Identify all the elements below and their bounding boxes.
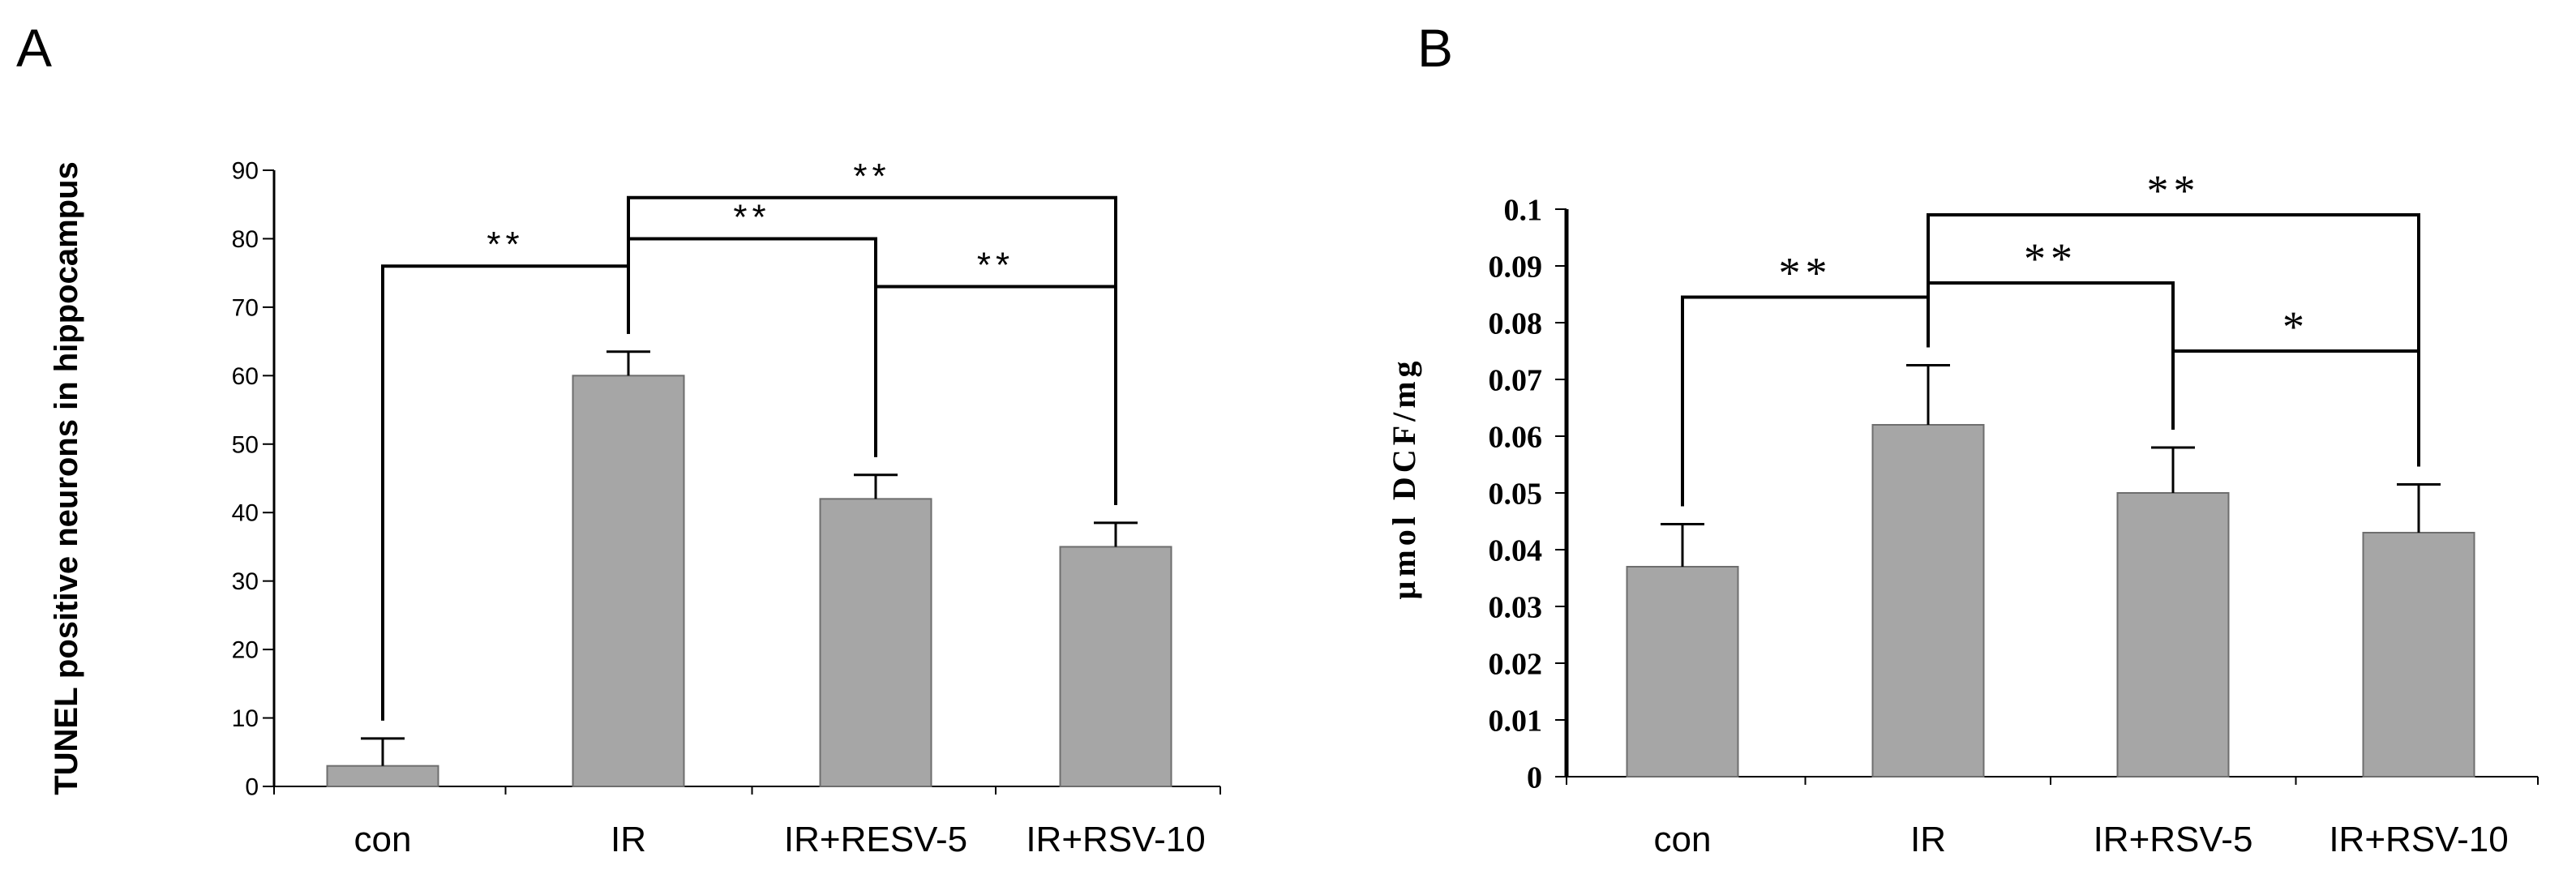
category-label: IR+RESV-5 (784, 820, 967, 859)
y-tick-label: 90 (232, 158, 259, 185)
category-label: con (354, 820, 412, 859)
significance-bracket (1927, 213, 2420, 467)
category-label: IR (611, 820, 646, 859)
category-label: IR (1910, 820, 1946, 859)
y-tick-label: 30 (232, 568, 259, 595)
y-tick-label: 0.01 (1489, 704, 1543, 738)
y-tick-label: 0.09 (1489, 250, 1543, 284)
y-tick-label: 20 (232, 637, 259, 664)
category-label: IR+RSV-10 (1026, 820, 1205, 859)
bar-ir-rsv-5 (2116, 492, 2230, 777)
significance-bracket (2171, 349, 2420, 467)
y-tick-label: 0.07 (1489, 363, 1543, 397)
y-tick-label: 0.02 (1489, 647, 1543, 681)
bar-con (1626, 566, 1739, 777)
y-tick-label: 0.08 (1489, 306, 1543, 341)
y-tick-label: 0.03 (1489, 590, 1543, 624)
y-tick-label: 50 (232, 431, 259, 458)
significance-stars: ** (977, 246, 1014, 285)
panel-label-b: B (1417, 18, 1453, 78)
y-tick-label: 0.06 (1489, 420, 1543, 454)
significance-stars: ** (853, 156, 890, 196)
bar-ir-resv-5 (819, 498, 932, 787)
category-label: IR+RSV-10 (2329, 820, 2508, 859)
significance-bracket (627, 195, 1117, 505)
bar-ir (572, 375, 685, 787)
y-tick-label: 10 (232, 705, 259, 732)
y-tick-label: 40 (232, 500, 259, 527)
category-label: IR+RSV-5 (2094, 820, 2253, 859)
bar-ir (1871, 424, 1985, 777)
significance-stars: ** (733, 197, 770, 237)
significance-stars: * (2282, 302, 2309, 351)
category-label: con (1654, 820, 1712, 859)
significance-stars: ** (2024, 234, 2077, 283)
chart-b-dcf-level: 0 0.01 0.02 0.03 0.04 0.05 0.06 0.07 0.08 0.09 0.1… (1386, 166, 2539, 859)
y-tick-label: 70 (232, 294, 259, 321)
bar-con (326, 765, 439, 788)
y-tick-label: 60 (232, 363, 259, 390)
bar-ir-rsv-10 (2362, 532, 2475, 777)
y-tick-label: 0.1 (1504, 193, 1543, 227)
chart-a-tunel-neurons: 0 10 20 30 40 50 60 70 80 90 con IR IR+RESV-5 IR+RSV-… (49, 156, 1221, 859)
y-tick-label: 0.04 (1489, 533, 1543, 568)
y-axis-label: µmol DCF/mg (1386, 357, 1422, 599)
y-axis-label: TUNEL positive neurons in hippocampus (49, 161, 84, 795)
bar-ir-rsv-10 (1059, 546, 1172, 787)
significance-bracket (1927, 281, 2175, 430)
y-tick-label: 0.05 (1489, 477, 1543, 511)
significance-stars: ** (1779, 249, 1832, 298)
y-tick-label: 80 (232, 226, 259, 253)
panel-label-a: A (16, 18, 52, 78)
significance-bracket (874, 285, 1117, 505)
y-tick-label: 0 (245, 774, 259, 801)
y-tick-label: 0 (1527, 760, 1542, 795)
significance-stars: ** (2147, 166, 2201, 215)
significance-stars: ** (486, 225, 524, 264)
